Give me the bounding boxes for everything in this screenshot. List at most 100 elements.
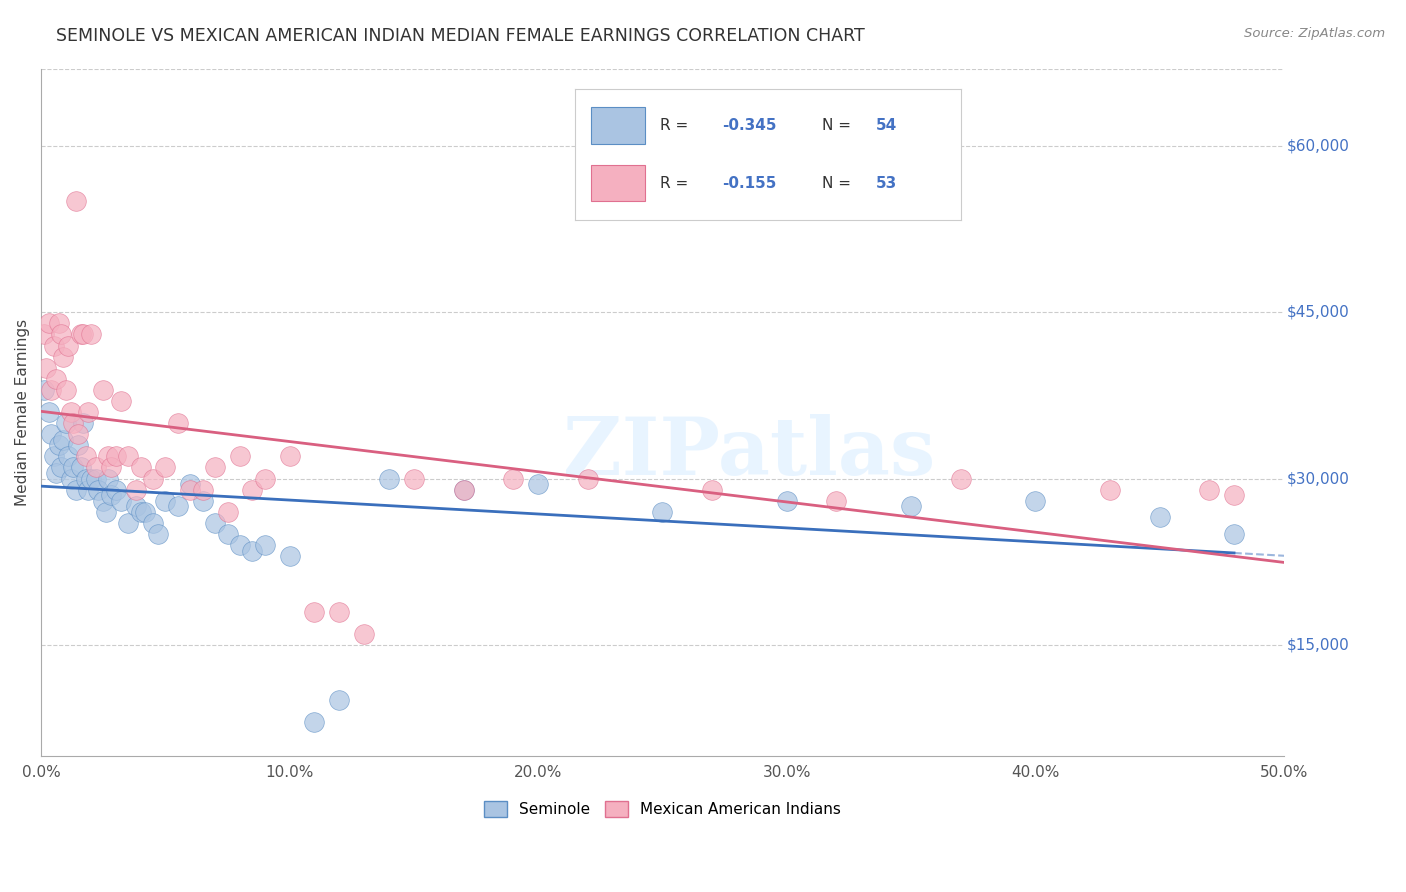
Text: SEMINOLE VS MEXICAN AMERICAN INDIAN MEDIAN FEMALE EARNINGS CORRELATION CHART: SEMINOLE VS MEXICAN AMERICAN INDIAN MEDI… bbox=[56, 27, 865, 45]
Point bbox=[1149, 510, 1171, 524]
Point bbox=[77, 483, 100, 497]
Point bbox=[155, 493, 177, 508]
Point bbox=[166, 416, 188, 430]
Text: $30,000: $30,000 bbox=[1286, 471, 1350, 486]
Point bbox=[80, 471, 103, 485]
Point bbox=[651, 505, 673, 519]
Text: ZIPatlas: ZIPatlas bbox=[564, 414, 935, 492]
Point bbox=[48, 438, 70, 452]
Point bbox=[49, 327, 72, 342]
Point bbox=[776, 493, 799, 508]
Point bbox=[204, 460, 226, 475]
Point bbox=[453, 483, 475, 497]
Point bbox=[702, 483, 724, 497]
Point bbox=[117, 516, 139, 530]
Point bbox=[217, 527, 239, 541]
Point bbox=[278, 549, 301, 563]
Point bbox=[129, 505, 152, 519]
Point bbox=[58, 450, 80, 464]
Point bbox=[58, 338, 80, 352]
Point bbox=[304, 605, 326, 619]
Point bbox=[70, 327, 93, 342]
Point bbox=[32, 327, 55, 342]
Point bbox=[45, 466, 67, 480]
Point bbox=[229, 538, 252, 552]
Point bbox=[65, 194, 87, 209]
Point bbox=[59, 405, 82, 419]
Point bbox=[191, 493, 214, 508]
Point bbox=[39, 383, 62, 397]
Point bbox=[42, 450, 65, 464]
Point bbox=[35, 360, 58, 375]
Point bbox=[70, 460, 93, 475]
Point bbox=[353, 626, 375, 640]
Point bbox=[48, 317, 70, 331]
Point bbox=[59, 471, 82, 485]
Point bbox=[104, 450, 127, 464]
Text: $60,000: $60,000 bbox=[1286, 138, 1350, 153]
Point bbox=[229, 450, 252, 464]
Point bbox=[100, 460, 122, 475]
Point bbox=[97, 471, 120, 485]
Point bbox=[453, 483, 475, 497]
Point bbox=[129, 460, 152, 475]
Point bbox=[91, 383, 114, 397]
Point bbox=[278, 450, 301, 464]
Point bbox=[166, 500, 188, 514]
Point bbox=[240, 543, 263, 558]
Point bbox=[328, 693, 350, 707]
Point bbox=[110, 394, 132, 409]
Point bbox=[402, 471, 425, 485]
Point bbox=[52, 350, 75, 364]
Point bbox=[179, 477, 201, 491]
Point bbox=[104, 483, 127, 497]
Point bbox=[62, 460, 84, 475]
Point bbox=[217, 505, 239, 519]
Point bbox=[179, 483, 201, 497]
Point bbox=[146, 527, 169, 541]
Point bbox=[204, 516, 226, 530]
Point bbox=[949, 471, 972, 485]
Point bbox=[72, 416, 94, 430]
Point bbox=[77, 405, 100, 419]
Point bbox=[1098, 483, 1121, 497]
Point bbox=[32, 383, 55, 397]
Point bbox=[117, 450, 139, 464]
Point bbox=[240, 483, 263, 497]
Point bbox=[124, 500, 146, 514]
Point bbox=[328, 605, 350, 619]
Point bbox=[72, 327, 94, 342]
Point bbox=[191, 483, 214, 497]
Text: Source: ZipAtlas.com: Source: ZipAtlas.com bbox=[1244, 27, 1385, 40]
Point bbox=[75, 471, 97, 485]
Point bbox=[94, 505, 117, 519]
Point bbox=[42, 338, 65, 352]
Point bbox=[87, 483, 110, 497]
Point bbox=[576, 471, 599, 485]
Point bbox=[84, 460, 107, 475]
Y-axis label: Median Female Earnings: Median Female Earnings bbox=[15, 318, 30, 506]
Point bbox=[80, 327, 103, 342]
Point bbox=[52, 433, 75, 447]
Point bbox=[62, 416, 84, 430]
Point bbox=[304, 715, 326, 730]
Point bbox=[100, 488, 122, 502]
Point bbox=[900, 500, 922, 514]
Point bbox=[253, 538, 276, 552]
Point bbox=[1223, 488, 1246, 502]
Point bbox=[142, 516, 165, 530]
Point bbox=[97, 450, 120, 464]
Point bbox=[124, 483, 146, 497]
Point bbox=[155, 460, 177, 475]
Point bbox=[1024, 493, 1046, 508]
Point bbox=[38, 317, 60, 331]
Point bbox=[84, 471, 107, 485]
Point bbox=[55, 383, 77, 397]
Point bbox=[502, 471, 524, 485]
Text: $15,000: $15,000 bbox=[1286, 637, 1348, 652]
Point bbox=[110, 493, 132, 508]
Point bbox=[91, 493, 114, 508]
Point bbox=[67, 438, 90, 452]
Point bbox=[253, 471, 276, 485]
Point bbox=[527, 477, 550, 491]
